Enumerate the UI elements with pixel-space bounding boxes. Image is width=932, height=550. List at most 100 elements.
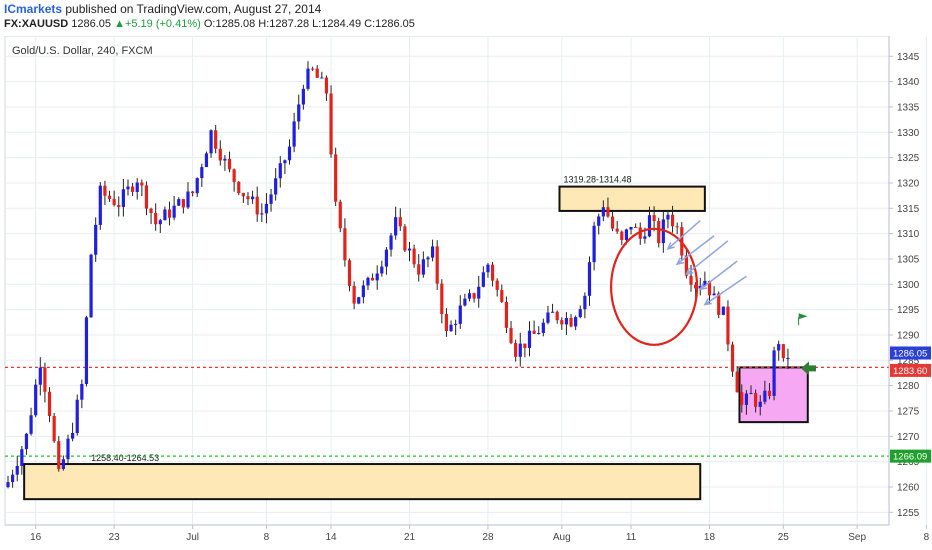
candle-down [227, 151, 232, 173]
candle-down [347, 258, 352, 292]
candle-up [121, 178, 125, 217]
candle-up [749, 385, 753, 395]
candle-up [527, 321, 532, 357]
candle-body [426, 257, 430, 260]
candle-body [283, 160, 287, 164]
candle-body [417, 264, 421, 275]
candle-down [191, 190, 195, 197]
candle-up [777, 340, 781, 361]
candle-body [310, 68, 315, 70]
y-tick-label: 1325 [897, 153, 920, 164]
candle-up [84, 315, 89, 387]
candle-up [209, 129, 213, 158]
candle-body [537, 332, 541, 334]
candle-up [394, 206, 398, 240]
candle-body [412, 248, 416, 265]
candle-body [717, 293, 721, 315]
candle-up [195, 177, 199, 198]
candle-body [707, 280, 712, 296]
candle-body [61, 459, 65, 469]
candle-up [6, 475, 10, 489]
candle-body [666, 214, 670, 220]
candle-down [329, 85, 333, 158]
candle-body [777, 344, 781, 351]
candle-body [80, 383, 84, 400]
candle-down [154, 203, 158, 231]
candle-up [223, 155, 227, 171]
candle-up [287, 139, 292, 165]
y-tick-label: 1345 [897, 52, 920, 63]
candle-body [218, 148, 222, 161]
candle-layer [6, 61, 790, 489]
candle-down [532, 320, 536, 335]
candle-down [214, 124, 218, 154]
candle-body [167, 209, 172, 218]
candle-up [703, 271, 707, 288]
candle-down [615, 220, 619, 234]
candle-up [786, 348, 790, 370]
candle-body [149, 208, 153, 214]
candle-down [652, 206, 656, 232]
candle-down [675, 222, 679, 235]
candle-body [467, 293, 472, 299]
candle-body [172, 205, 176, 218]
candle-up [278, 156, 282, 188]
y-tick-label: 1310 [897, 229, 920, 240]
candle-body [454, 323, 458, 325]
candle-body [509, 327, 513, 344]
x-tick-label: Jul [186, 532, 199, 543]
author-link[interactable]: ICmarkets [4, 2, 63, 16]
symbol-line: FX:XAUUSD 1286.05 ▲+5.19 (+0.41%) O:1285… [4, 18, 415, 30]
candle-body [546, 312, 550, 323]
x-tick-label: 18 [704, 532, 716, 543]
candle-up [80, 379, 84, 409]
candle-down [735, 366, 739, 393]
candle-body [260, 213, 264, 215]
candle-down [504, 296, 509, 333]
zone-layer: 1319.28-1314.48 1258.40-1264.53 [23, 175, 809, 501]
last-price-tag: 1286.05 [890, 346, 931, 360]
candle-body [177, 199, 181, 206]
candle-up [421, 251, 425, 278]
candle-body [361, 285, 365, 298]
candle-up [66, 434, 70, 464]
candle-down [412, 244, 416, 268]
candle-up [320, 71, 324, 79]
candle-down [514, 339, 518, 362]
candle-up [172, 195, 176, 221]
candle-up [15, 456, 19, 482]
candle-body [781, 344, 785, 359]
candle-up [583, 292, 587, 319]
candle-body [292, 121, 296, 147]
candle-down [638, 222, 642, 245]
candle-down [657, 217, 661, 248]
x-tick-label: 23 [109, 532, 121, 543]
blue-arrow [703, 275, 747, 306]
candle-up [11, 469, 15, 488]
candle-down [670, 205, 675, 233]
candle-up [75, 394, 79, 436]
candle-down [440, 279, 444, 324]
candle-body [698, 285, 702, 289]
candle-body [24, 433, 29, 450]
green-level-tag-text: 1266.09 [893, 452, 927, 463]
y-tick-label: 1320 [897, 178, 920, 189]
candle-body [394, 217, 398, 236]
candle-down [781, 344, 785, 362]
candle-body [52, 416, 56, 442]
candle-body [675, 226, 679, 228]
candle-body [126, 186, 130, 190]
candle-up [357, 296, 361, 305]
candle-down [523, 343, 527, 358]
candle-up [94, 217, 98, 262]
candle-down [472, 292, 476, 303]
candle-up [587, 256, 592, 306]
candle-up [375, 265, 379, 290]
candle-body [209, 130, 213, 154]
candle-down [707, 280, 712, 304]
candle-down [754, 389, 758, 413]
candle-body [661, 219, 665, 244]
candle-body [541, 322, 545, 333]
candle-down [218, 140, 222, 166]
